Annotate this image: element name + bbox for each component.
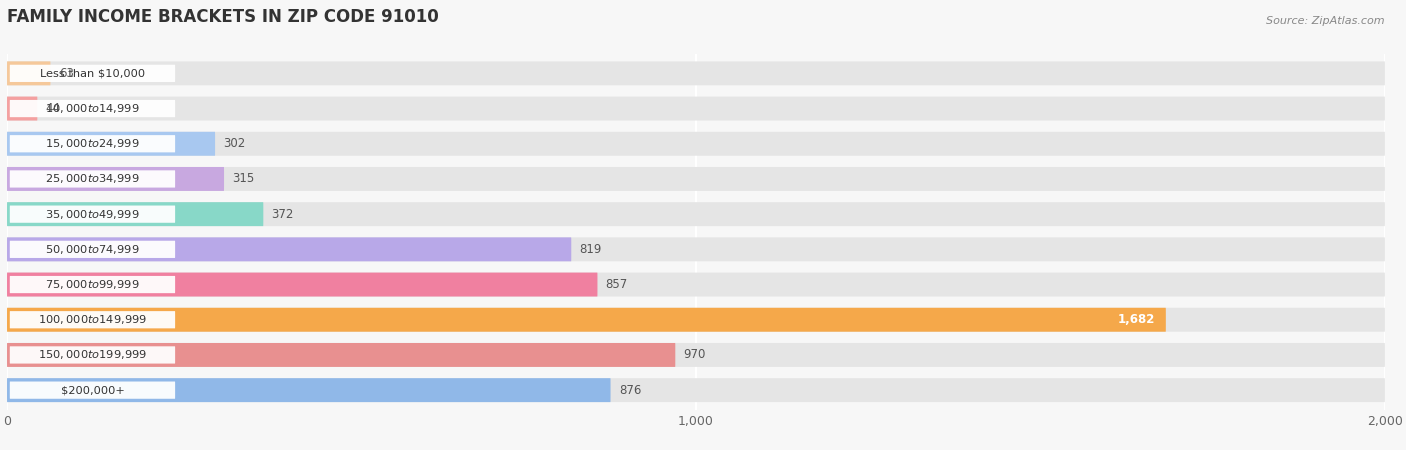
FancyBboxPatch shape (7, 61, 1385, 86)
FancyBboxPatch shape (10, 100, 176, 117)
FancyBboxPatch shape (10, 241, 176, 258)
Text: $25,000 to $34,999: $25,000 to $34,999 (45, 172, 139, 185)
FancyBboxPatch shape (7, 343, 1385, 367)
Text: 44: 44 (45, 102, 60, 115)
Text: $35,000 to $49,999: $35,000 to $49,999 (45, 207, 139, 220)
FancyBboxPatch shape (7, 378, 610, 402)
Text: $75,000 to $99,999: $75,000 to $99,999 (45, 278, 139, 291)
Text: 970: 970 (683, 348, 706, 361)
FancyBboxPatch shape (7, 238, 1385, 261)
Text: 857: 857 (606, 278, 628, 291)
Text: 315: 315 (232, 172, 254, 185)
Text: 1,682: 1,682 (1118, 313, 1156, 326)
FancyBboxPatch shape (7, 97, 1385, 121)
Text: 302: 302 (224, 137, 246, 150)
Text: $50,000 to $74,999: $50,000 to $74,999 (45, 243, 139, 256)
Text: $100,000 to $149,999: $100,000 to $149,999 (38, 313, 148, 326)
FancyBboxPatch shape (10, 65, 176, 82)
FancyBboxPatch shape (7, 308, 1385, 332)
FancyBboxPatch shape (10, 206, 176, 223)
Text: 819: 819 (579, 243, 602, 256)
FancyBboxPatch shape (7, 378, 1385, 402)
FancyBboxPatch shape (7, 167, 1385, 191)
FancyBboxPatch shape (7, 202, 1385, 226)
FancyBboxPatch shape (7, 308, 1166, 332)
FancyBboxPatch shape (7, 273, 1385, 297)
FancyBboxPatch shape (10, 171, 176, 188)
Text: $10,000 to $14,999: $10,000 to $14,999 (45, 102, 139, 115)
FancyBboxPatch shape (7, 343, 675, 367)
Text: $200,000+: $200,000+ (60, 385, 124, 395)
FancyBboxPatch shape (10, 382, 176, 399)
Text: $15,000 to $24,999: $15,000 to $24,999 (45, 137, 139, 150)
Text: Less than $10,000: Less than $10,000 (39, 68, 145, 78)
FancyBboxPatch shape (7, 167, 224, 191)
FancyBboxPatch shape (10, 276, 176, 293)
Text: Source: ZipAtlas.com: Source: ZipAtlas.com (1267, 16, 1385, 26)
FancyBboxPatch shape (7, 273, 598, 297)
Text: 63: 63 (59, 67, 73, 80)
FancyBboxPatch shape (7, 238, 571, 261)
Text: 876: 876 (619, 384, 641, 396)
Text: FAMILY INCOME BRACKETS IN ZIP CODE 91010: FAMILY INCOME BRACKETS IN ZIP CODE 91010 (7, 8, 439, 26)
Text: 372: 372 (271, 207, 294, 220)
FancyBboxPatch shape (7, 132, 215, 156)
FancyBboxPatch shape (7, 97, 38, 121)
FancyBboxPatch shape (10, 346, 176, 364)
FancyBboxPatch shape (7, 202, 263, 226)
Text: $150,000 to $199,999: $150,000 to $199,999 (38, 348, 148, 361)
FancyBboxPatch shape (7, 61, 51, 86)
FancyBboxPatch shape (10, 311, 176, 328)
FancyBboxPatch shape (10, 135, 176, 153)
FancyBboxPatch shape (7, 132, 1385, 156)
